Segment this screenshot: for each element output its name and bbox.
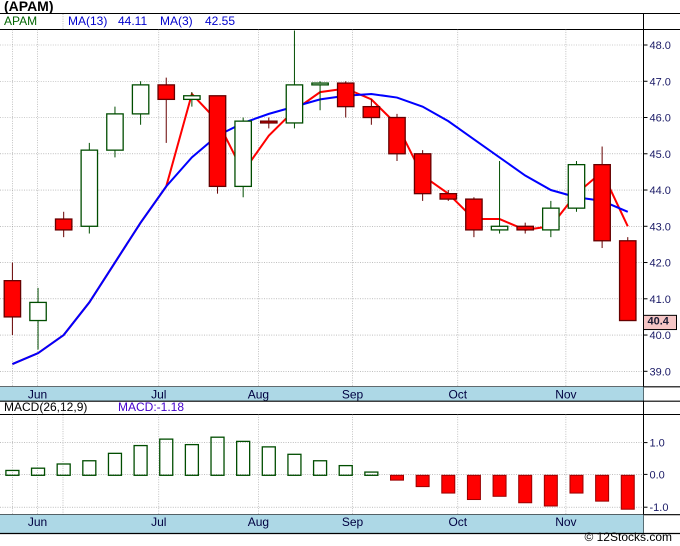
svg-text:44.0: 44.0 [650, 185, 671, 197]
svg-text:Nov: Nov [555, 515, 576, 529]
svg-text:41.0: 41.0 [650, 294, 671, 306]
svg-text:MACD(26,12,9): MACD(26,12,9) [4, 400, 87, 414]
svg-text:Aug: Aug [248, 515, 269, 529]
svg-text:44.11: 44.11 [118, 14, 147, 28]
svg-text:Oct: Oct [448, 387, 467, 401]
svg-text:Oct: Oct [448, 515, 467, 529]
svg-text:(APAM): (APAM) [4, 0, 54, 14]
svg-text:© 12Stocks.com: © 12Stocks.com [584, 530, 672, 544]
svg-text:46.0: 46.0 [650, 113, 671, 125]
svg-text:43.0: 43.0 [650, 221, 671, 233]
svg-text:MA(3): MA(3) [160, 14, 193, 28]
svg-text:1.0: 1.0 [650, 438, 665, 450]
svg-text:Jul: Jul [151, 387, 166, 401]
svg-text:Jul: Jul [151, 515, 166, 529]
svg-text:Nov: Nov [555, 387, 576, 401]
svg-text:APAM: APAM [4, 14, 37, 28]
svg-text:Aug: Aug [248, 387, 269, 401]
svg-text:48.0: 48.0 [650, 40, 671, 52]
svg-text:47.0: 47.0 [650, 76, 671, 88]
svg-text:40.4: 40.4 [648, 316, 670, 328]
svg-text:Jun: Jun [28, 387, 47, 401]
svg-text:MACD:-1.18: MACD:-1.18 [118, 400, 184, 414]
svg-text:0.0: 0.0 [650, 469, 665, 481]
svg-text:39.0: 39.0 [650, 366, 671, 378]
svg-text:Sep: Sep [342, 387, 364, 401]
svg-text:40.0: 40.0 [650, 330, 671, 342]
svg-text:42.55: 42.55 [205, 14, 235, 28]
svg-text:42.0: 42.0 [650, 258, 671, 270]
svg-text:-1.0: -1.0 [650, 502, 669, 514]
svg-text:Sep: Sep [342, 515, 364, 529]
svg-text:MA(13): MA(13) [68, 14, 107, 28]
svg-text:45.0: 45.0 [650, 149, 671, 161]
svg-text:Jun: Jun [28, 515, 47, 529]
